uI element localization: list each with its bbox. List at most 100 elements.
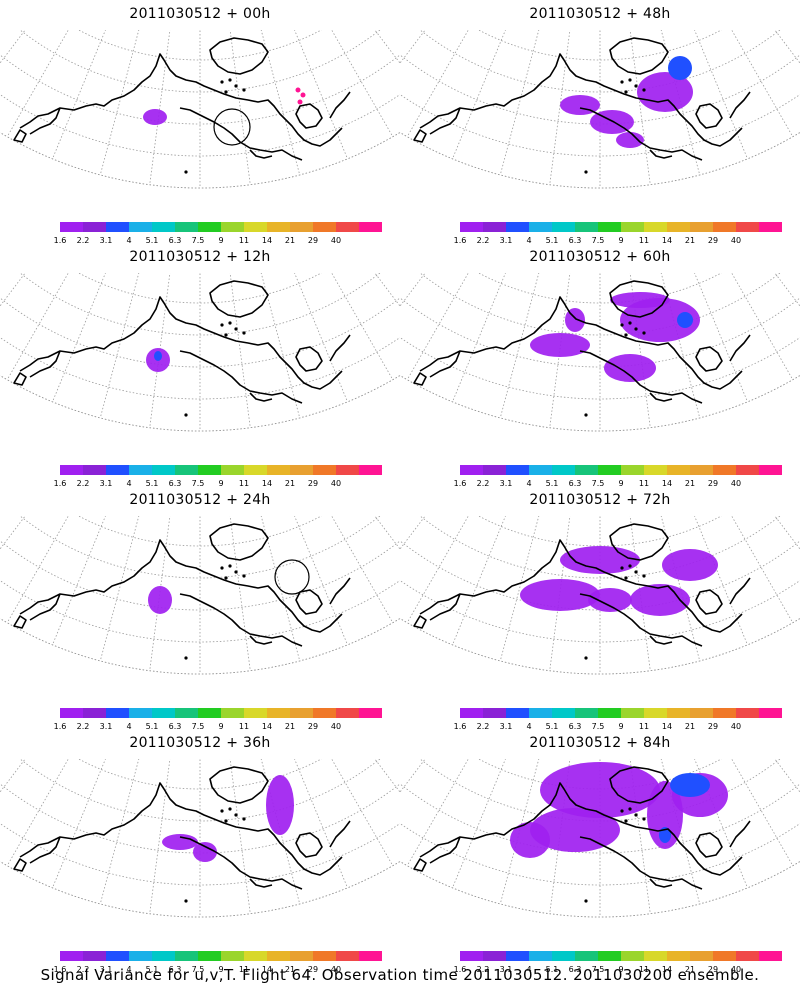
coastline [419, 296, 743, 390]
colorbar-swatch [575, 708, 598, 718]
colorbar-swatch [506, 222, 529, 232]
variance-region-high [154, 351, 162, 361]
colorbar-tick-label: 14 [261, 965, 273, 974]
colorbar-swatch [198, 708, 221, 718]
coastline [413, 129, 427, 143]
meridian-gridline [755, 759, 800, 805]
meridian-gridline [0, 759, 45, 805]
colorbar-labels: 1.6 2.2 3.1 4 5.1 6.3 7.5 9 11 14 21 29 40 [54, 722, 360, 732]
colorbar-swatch [506, 951, 529, 961]
colorbar-swatch [736, 708, 759, 718]
colorbar-tick-label: 14 [661, 722, 673, 731]
meridian-gridline [294, 759, 348, 889]
colorbar-swatch [736, 951, 759, 961]
island [624, 576, 628, 580]
colorbar-swatch [644, 465, 667, 475]
colorbar-swatch [575, 465, 598, 475]
coastline [695, 832, 723, 858]
meridian-gridline [774, 273, 800, 307]
colorbar-tick-label: 9 [218, 965, 224, 974]
coastline [729, 577, 751, 605]
colorbar-tick-label: 21 [684, 965, 696, 974]
colorbar [60, 222, 382, 232]
colorbar-tick-label: 9 [618, 965, 624, 974]
colorbar-tick-label: 6.3 [168, 236, 182, 245]
meridian-gridline [731, 30, 794, 137]
coastline [209, 523, 269, 561]
colorbar-swatch [359, 222, 382, 232]
colorbar-tick-label: 14 [661, 236, 673, 245]
colorbar-swatch [83, 951, 106, 961]
colorbar-swatch [290, 465, 313, 475]
colorbar-swatch [244, 465, 267, 475]
colorbar-swatch [529, 951, 552, 961]
island [628, 78, 632, 82]
colorbar-swatch [460, 465, 483, 475]
colorbar-labels: 1.6 2.2 3.1 4 5.1 6.3 7.5 9 11 14 21 29 40 [54, 965, 360, 975]
meridian-gridline [406, 273, 469, 380]
colorbar [460, 222, 782, 232]
observation-circle [274, 559, 310, 595]
map-plot [400, 759, 800, 918]
meridian-gridline [452, 759, 506, 889]
coastline [413, 858, 427, 872]
colorbar-labels: 1.6 2.2 3.1 4 5.1 6.3 7.5 9 11 14 21 29 40 [54, 479, 360, 489]
latitude-gridline [0, 822, 400, 886]
colorbar-tick-label: 3.1 [499, 479, 513, 488]
colorbar-tick-label: 9 [218, 722, 224, 731]
coastline [29, 107, 61, 135]
colorbar-swatch [759, 708, 782, 718]
colorbar-swatch [106, 465, 129, 475]
coastline [329, 820, 351, 848]
coastline [609, 280, 669, 318]
meridian-gridline [355, 516, 400, 562]
colorbar-swatch [267, 222, 290, 232]
colorbar-swatch [483, 465, 506, 475]
colorbar-swatch [290, 951, 313, 961]
colorbar-swatch [621, 465, 644, 475]
variance-region [148, 586, 172, 614]
colorbar-tick-label: 11 [638, 965, 650, 974]
meridian-gridline [6, 30, 69, 137]
colorbar-swatch [483, 708, 506, 718]
colorbar-tick-label: 21 [284, 965, 296, 974]
colorbar-swatch [598, 465, 621, 475]
variance-region [193, 842, 217, 862]
colorbar-swatch [621, 951, 644, 961]
meridian-gridline [694, 30, 748, 160]
map-plot [0, 30, 400, 189]
latitude-gridline [19, 516, 381, 579]
colorbar-swatch [152, 222, 175, 232]
coastline [179, 836, 303, 890]
meridian-gridline [294, 273, 348, 403]
coastline [329, 334, 351, 362]
colorbar-swatch [83, 465, 106, 475]
colorbar-labels: 1.6 2.2 3.1 4 5.1 6.3 7.5 9 11 14 21 29 40 [454, 722, 760, 732]
island [228, 321, 232, 325]
meridian-gridline [755, 516, 800, 562]
meridian-gridline [6, 516, 69, 623]
variance-region [616, 132, 644, 148]
island [584, 170, 588, 174]
colorbar-swatch [759, 951, 782, 961]
colorbar-tick-label: 5.1 [545, 479, 559, 488]
island [620, 80, 624, 84]
variance-region [530, 808, 620, 852]
colorbar-tick-label: 1.6 [53, 479, 67, 488]
colorbar-swatch [221, 222, 244, 232]
colorbar-swatch [175, 465, 198, 475]
island [228, 564, 232, 568]
island [620, 566, 624, 570]
coastline [295, 832, 323, 858]
panel-title: 2011030512 + 60h [529, 249, 671, 265]
meridian-gridline [774, 30, 800, 64]
island [242, 88, 246, 92]
coastline [579, 593, 703, 647]
colorbar-tick-label: 4 [526, 722, 532, 731]
latitude-gridline [0, 54, 400, 125]
island [234, 84, 238, 88]
meridian-gridline [374, 273, 400, 307]
meridian-gridline [400, 30, 445, 76]
latitude-gridline [400, 297, 800, 368]
colorbar-tick-label: 40 [730, 722, 742, 731]
